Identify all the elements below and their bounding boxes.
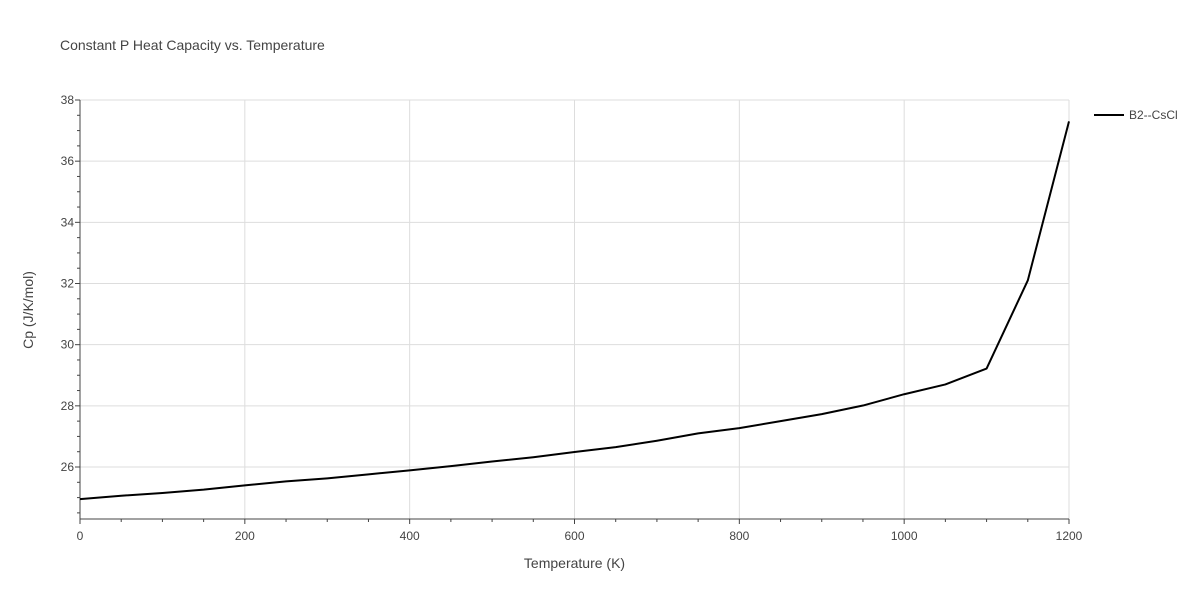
series-layer <box>79 121 1070 501</box>
x-tick-label: 1200 <box>1056 529 1083 543</box>
y-tick-label: 34 <box>61 215 75 229</box>
y-tick-label: 38 <box>61 93 75 107</box>
y-tick-label: 32 <box>61 277 75 291</box>
y-tick-label: 30 <box>61 338 75 352</box>
x-axis-title: Temperature (K) <box>524 555 625 571</box>
x-tick-label: 400 <box>400 529 420 543</box>
y-tick-label: 36 <box>61 154 75 168</box>
axis-layer: 0 200 400 600 800 1000 1200 26 28 30 32 34 36 38 <box>61 93 1083 543</box>
x-tick-label: 0 <box>77 529 84 543</box>
chart-title: Constant P Heat Capacity vs. Temperature <box>60 37 325 53</box>
x-tick-label: 800 <box>729 529 749 543</box>
legend-label: B2--CsCl <box>1129 108 1178 122</box>
x-tick-label: 600 <box>564 529 584 543</box>
x-tick-label: 1000 <box>891 529 918 543</box>
x-tick-label: 200 <box>235 529 255 543</box>
grid-layer <box>80 99 1070 519</box>
legend[interactable]: B2--CsCl <box>1094 108 1178 122</box>
y-tick-label: 26 <box>61 460 75 474</box>
series-line-b2-cscl <box>79 121 1070 501</box>
y-axis-title: Cp (J/K/mol) <box>20 271 36 349</box>
y-tick-label: 28 <box>61 399 75 413</box>
